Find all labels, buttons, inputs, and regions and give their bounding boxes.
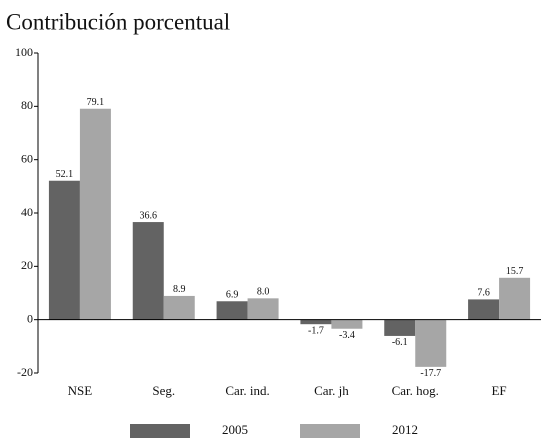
legend-swatch <box>300 424 360 438</box>
bar <box>79 108 111 320</box>
bar <box>48 180 80 320</box>
bar <box>468 299 500 320</box>
bar <box>132 222 164 320</box>
value-label: 8.9 <box>173 284 186 295</box>
bar <box>300 319 332 325</box>
value-label: 15.7 <box>506 266 524 277</box>
value-label: 79.1 <box>87 97 105 108</box>
value-label: -6.1 <box>392 337 408 348</box>
value-label: -3.4 <box>339 330 355 341</box>
x-tick-label: Seg. <box>152 383 175 398</box>
y-tick-label: 40 <box>21 205 33 219</box>
y-tick-label: 80 <box>21 98 33 112</box>
value-label: -17.7 <box>420 368 441 379</box>
bar <box>247 298 279 320</box>
chart-title: Contribución porcentual <box>6 9 230 34</box>
value-label: 52.1 <box>56 169 74 180</box>
bar <box>163 295 195 320</box>
bar <box>384 319 416 336</box>
value-label: 8.0 <box>257 287 270 298</box>
x-tick-label: Car. ind. <box>225 383 269 398</box>
y-tick-label: 0 <box>27 311 33 325</box>
bar <box>415 319 447 367</box>
y-tick-label: 60 <box>21 151 33 165</box>
x-tick-label: Car. jh <box>314 383 349 398</box>
y-tick-label: 100 <box>15 45 33 59</box>
legend-label: 2005 <box>222 422 248 437</box>
bar <box>331 319 363 329</box>
x-tick-label: EF <box>491 383 506 398</box>
bar <box>216 301 248 320</box>
legend-swatch <box>130 424 190 438</box>
bar <box>499 277 531 320</box>
value-label: 6.9 <box>226 290 239 301</box>
value-label: -1.7 <box>308 325 324 336</box>
value-label: 36.6 <box>140 210 158 221</box>
y-tick-label: 20 <box>21 258 33 272</box>
x-tick-label: Car. hog. <box>392 383 439 398</box>
value-label: 7.6 <box>477 288 490 299</box>
legend-label: 2012 <box>392 422 418 437</box>
x-tick-label: NSE <box>68 383 93 398</box>
y-tick-label: -20 <box>17 365 33 379</box>
